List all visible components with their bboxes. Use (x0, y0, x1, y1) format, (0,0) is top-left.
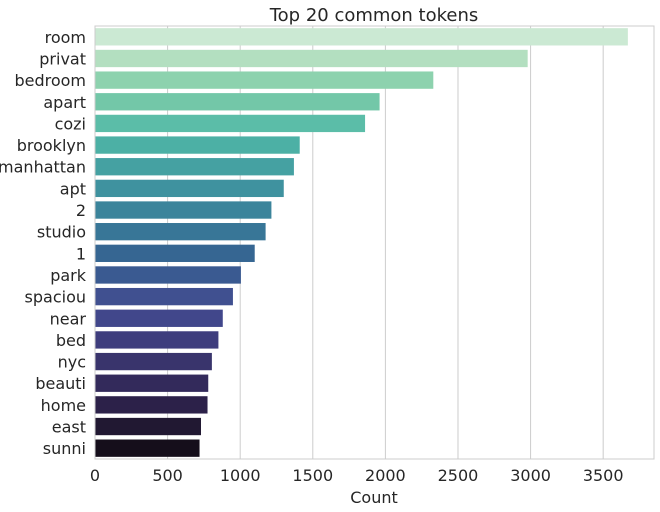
bar-spaciou (95, 287, 233, 306)
x-tick-label: 3500 (583, 466, 624, 485)
plot-frame (94, 25, 655, 460)
bar-bedroom (95, 71, 434, 89)
x-tick-labels: 0 500 1000 1500 2000 2500 3000 3500 (90, 466, 624, 485)
bar-cozi (95, 114, 366, 133)
bar-studio (95, 223, 266, 241)
y-tick-label: 2 (76, 201, 86, 220)
bar-near (95, 309, 223, 327)
bar-home (95, 396, 208, 414)
y-tick-label: bed (56, 331, 86, 350)
x-tick-label: 3000 (510, 466, 551, 485)
x-tick-label: 1500 (292, 466, 333, 485)
bar-beauti (95, 374, 209, 392)
bar-manhattan (95, 158, 294, 176)
y-tick-label: park (50, 266, 87, 285)
grid-lines (94, 26, 604, 459)
y-tick-label: brooklyn (17, 136, 86, 155)
bar-2 (95, 201, 272, 219)
y-tick-labels: room privat bedroom apart cozi brooklyn manhat… (0, 28, 87, 458)
bar-sunni (95, 439, 200, 457)
y-tick-label: bedroom (14, 71, 86, 90)
bar-park (95, 266, 241, 284)
bar-bed (95, 331, 219, 349)
bar-brooklyn (95, 136, 300, 154)
y-tick-label: spaciou (25, 288, 86, 307)
y-tick-label: manhattan (0, 158, 86, 177)
bar-1 (95, 244, 255, 262)
x-tick-label: 0 (90, 466, 100, 485)
y-tick-label: studio (37, 223, 86, 242)
y-tick-label: home (41, 396, 86, 415)
y-tick-label: beauti (35, 374, 86, 393)
y-tick-label: nyc (58, 353, 86, 372)
x-tick-label: 1000 (220, 466, 261, 485)
bar-privat (95, 49, 528, 68)
bar-room (95, 28, 628, 46)
chart-title: Top 20 common tokens (269, 5, 479, 26)
y-tick-label: east (52, 418, 86, 437)
bar-apt (95, 179, 284, 198)
bar-apart (95, 93, 380, 111)
x-tick-label: 500 (152, 466, 183, 485)
y-tick-label: apart (43, 93, 86, 112)
x-axis-title: Count (350, 488, 398, 507)
x-tick-label: 2500 (438, 466, 479, 485)
y-tick-label: room (45, 28, 86, 47)
y-tick-label: near (50, 309, 87, 328)
y-tick-label: apt (60, 179, 86, 198)
y-tick-label: sunni (43, 439, 86, 458)
y-tick-label: 1 (76, 244, 86, 263)
bar-nyc (95, 352, 212, 371)
bars (95, 28, 628, 457)
y-tick-label: cozi (55, 114, 86, 133)
y-tick-label: privat (39, 49, 86, 68)
x-tick-label: 2000 (365, 466, 406, 485)
bar-east (95, 417, 201, 436)
